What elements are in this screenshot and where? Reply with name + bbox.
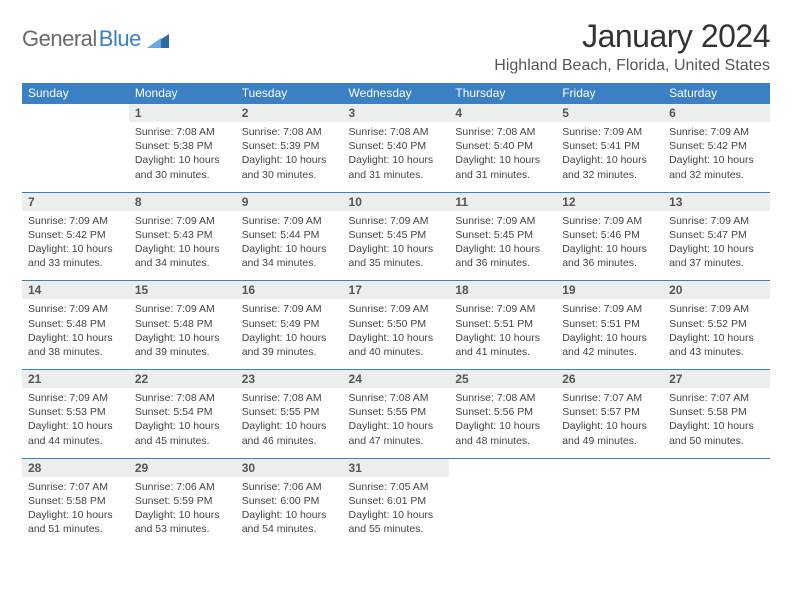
day-detail: Sunrise: 7:09 AMSunset: 5:42 PMDaylight:… bbox=[22, 211, 129, 281]
calendar-table: SundayMondayTuesdayWednesdayThursdayFrid… bbox=[22, 83, 770, 547]
day-number-empty bbox=[22, 104, 129, 123]
day-number-row: 21222324252627 bbox=[22, 370, 770, 389]
logo-text-blue: Blue bbox=[99, 26, 141, 52]
weekday-header: Sunday bbox=[22, 83, 129, 104]
day-number-row: 123456 bbox=[22, 104, 770, 123]
day-detail-empty bbox=[663, 477, 770, 547]
weekday-header-row: SundayMondayTuesdayWednesdayThursdayFrid… bbox=[22, 83, 770, 104]
day-number: 28 bbox=[22, 458, 129, 477]
day-detail: Sunrise: 7:09 AMSunset: 5:53 PMDaylight:… bbox=[22, 388, 129, 458]
logo: General Blue bbox=[22, 26, 169, 52]
day-detail: Sunrise: 7:09 AMSunset: 5:41 PMDaylight:… bbox=[556, 122, 663, 192]
day-detail: Sunrise: 7:09 AMSunset: 5:49 PMDaylight:… bbox=[236, 299, 343, 369]
weekday-header: Tuesday bbox=[236, 83, 343, 104]
day-detail: Sunrise: 7:08 AMSunset: 5:55 PMDaylight:… bbox=[236, 388, 343, 458]
day-detail: Sunrise: 7:09 AMSunset: 5:45 PMDaylight:… bbox=[449, 211, 556, 281]
day-number: 31 bbox=[343, 458, 450, 477]
day-detail: Sunrise: 7:07 AMSunset: 5:58 PMDaylight:… bbox=[663, 388, 770, 458]
day-detail: Sunrise: 7:07 AMSunset: 5:58 PMDaylight:… bbox=[22, 477, 129, 547]
day-number: 26 bbox=[556, 370, 663, 389]
calendar-body: 123456Sunrise: 7:08 AMSunset: 5:38 PMDay… bbox=[22, 104, 770, 547]
day-number: 5 bbox=[556, 104, 663, 123]
day-detail: Sunrise: 7:08 AMSunset: 5:40 PMDaylight:… bbox=[343, 122, 450, 192]
day-number: 24 bbox=[343, 370, 450, 389]
day-detail-empty bbox=[449, 477, 556, 547]
day-detail: Sunrise: 7:09 AMSunset: 5:52 PMDaylight:… bbox=[663, 299, 770, 369]
day-detail-row: Sunrise: 7:09 AMSunset: 5:53 PMDaylight:… bbox=[22, 388, 770, 458]
weekday-header: Saturday bbox=[663, 83, 770, 104]
day-detail: Sunrise: 7:09 AMSunset: 5:48 PMDaylight:… bbox=[129, 299, 236, 369]
day-number-empty bbox=[663, 458, 770, 477]
day-detail: Sunrise: 7:07 AMSunset: 5:57 PMDaylight:… bbox=[556, 388, 663, 458]
day-detail-empty bbox=[556, 477, 663, 547]
day-detail-row: Sunrise: 7:07 AMSunset: 5:58 PMDaylight:… bbox=[22, 477, 770, 547]
day-number-empty bbox=[449, 458, 556, 477]
day-detail: Sunrise: 7:08 AMSunset: 5:56 PMDaylight:… bbox=[449, 388, 556, 458]
day-detail: Sunrise: 7:09 AMSunset: 5:51 PMDaylight:… bbox=[556, 299, 663, 369]
day-number: 7 bbox=[22, 192, 129, 211]
day-number: 23 bbox=[236, 370, 343, 389]
day-number: 14 bbox=[22, 281, 129, 300]
day-number: 16 bbox=[236, 281, 343, 300]
day-number: 1 bbox=[129, 104, 236, 123]
day-number: 15 bbox=[129, 281, 236, 300]
day-detail: Sunrise: 7:09 AMSunset: 5:43 PMDaylight:… bbox=[129, 211, 236, 281]
weekday-header: Thursday bbox=[449, 83, 556, 104]
day-detail: Sunrise: 7:09 AMSunset: 5:46 PMDaylight:… bbox=[556, 211, 663, 281]
day-number: 8 bbox=[129, 192, 236, 211]
day-number-row: 78910111213 bbox=[22, 192, 770, 211]
day-detail-empty bbox=[22, 122, 129, 192]
day-number: 22 bbox=[129, 370, 236, 389]
day-detail: Sunrise: 7:09 AMSunset: 5:48 PMDaylight:… bbox=[22, 299, 129, 369]
day-detail: Sunrise: 7:09 AMSunset: 5:45 PMDaylight:… bbox=[343, 211, 450, 281]
day-detail-row: Sunrise: 7:09 AMSunset: 5:42 PMDaylight:… bbox=[22, 211, 770, 281]
header-bar: General Blue January 2024 Highland Beach… bbox=[22, 18, 770, 75]
day-detail: Sunrise: 7:09 AMSunset: 5:44 PMDaylight:… bbox=[236, 211, 343, 281]
day-number-row: 28293031 bbox=[22, 458, 770, 477]
day-detail: Sunrise: 7:09 AMSunset: 5:50 PMDaylight:… bbox=[343, 299, 450, 369]
location-text: Highland Beach, Florida, United States bbox=[494, 57, 770, 75]
day-detail: Sunrise: 7:06 AMSunset: 6:00 PMDaylight:… bbox=[236, 477, 343, 547]
weekday-header: Friday bbox=[556, 83, 663, 104]
day-number: 13 bbox=[663, 192, 770, 211]
day-detail: Sunrise: 7:05 AMSunset: 6:01 PMDaylight:… bbox=[343, 477, 450, 547]
day-number: 9 bbox=[236, 192, 343, 211]
day-number-row: 14151617181920 bbox=[22, 281, 770, 300]
day-detail: Sunrise: 7:09 AMSunset: 5:47 PMDaylight:… bbox=[663, 211, 770, 281]
day-detail: Sunrise: 7:06 AMSunset: 5:59 PMDaylight:… bbox=[129, 477, 236, 547]
day-number: 27 bbox=[663, 370, 770, 389]
day-number: 25 bbox=[449, 370, 556, 389]
day-number: 18 bbox=[449, 281, 556, 300]
day-number: 21 bbox=[22, 370, 129, 389]
day-detail: Sunrise: 7:08 AMSunset: 5:40 PMDaylight:… bbox=[449, 122, 556, 192]
logo-triangle-icon bbox=[147, 30, 169, 48]
day-number: 6 bbox=[663, 104, 770, 123]
day-detail-row: Sunrise: 7:09 AMSunset: 5:48 PMDaylight:… bbox=[22, 299, 770, 369]
day-detail-row: Sunrise: 7:08 AMSunset: 5:38 PMDaylight:… bbox=[22, 122, 770, 192]
weekday-header: Monday bbox=[129, 83, 236, 104]
day-detail: Sunrise: 7:09 AMSunset: 5:42 PMDaylight:… bbox=[663, 122, 770, 192]
title-block: January 2024 Highland Beach, Florida, Un… bbox=[494, 18, 770, 75]
day-number: 10 bbox=[343, 192, 450, 211]
day-number: 30 bbox=[236, 458, 343, 477]
month-title: January 2024 bbox=[494, 18, 770, 55]
day-number: 12 bbox=[556, 192, 663, 211]
day-number: 11 bbox=[449, 192, 556, 211]
day-number: 29 bbox=[129, 458, 236, 477]
weekday-header: Wednesday bbox=[343, 83, 450, 104]
day-number-empty bbox=[556, 458, 663, 477]
day-number: 2 bbox=[236, 104, 343, 123]
day-number: 17 bbox=[343, 281, 450, 300]
day-number: 3 bbox=[343, 104, 450, 123]
day-number: 20 bbox=[663, 281, 770, 300]
day-number: 19 bbox=[556, 281, 663, 300]
day-number: 4 bbox=[449, 104, 556, 123]
day-detail: Sunrise: 7:09 AMSunset: 5:51 PMDaylight:… bbox=[449, 299, 556, 369]
day-detail: Sunrise: 7:08 AMSunset: 5:38 PMDaylight:… bbox=[129, 122, 236, 192]
day-detail: Sunrise: 7:08 AMSunset: 5:39 PMDaylight:… bbox=[236, 122, 343, 192]
logo-text-general: General bbox=[22, 26, 97, 52]
day-detail: Sunrise: 7:08 AMSunset: 5:55 PMDaylight:… bbox=[343, 388, 450, 458]
day-detail: Sunrise: 7:08 AMSunset: 5:54 PMDaylight:… bbox=[129, 388, 236, 458]
